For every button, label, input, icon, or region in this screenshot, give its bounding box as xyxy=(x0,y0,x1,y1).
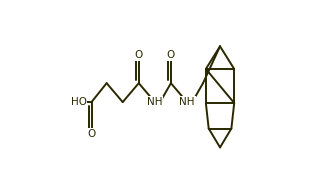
Text: NH: NH xyxy=(179,97,195,107)
Text: O: O xyxy=(167,50,175,60)
Text: NH: NH xyxy=(147,97,162,107)
Text: HO: HO xyxy=(71,97,87,107)
Text: O: O xyxy=(134,50,143,60)
Text: O: O xyxy=(87,129,96,139)
